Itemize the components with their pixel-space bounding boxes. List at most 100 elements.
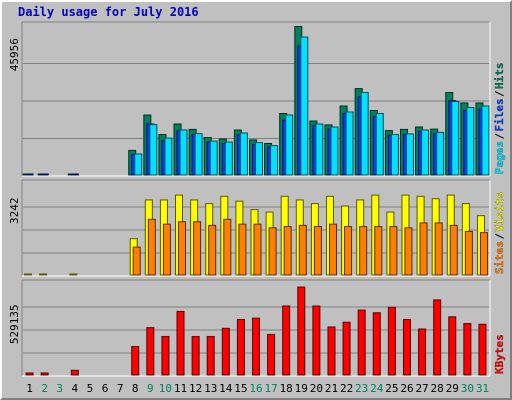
x-tick-label-day-23: 23 xyxy=(355,382,368,395)
bar-kbytes-day-25 xyxy=(387,306,396,376)
bar-pages-day-13 xyxy=(209,140,218,176)
bar-pages-day-20 xyxy=(315,123,324,176)
bar-kbytes-day-18 xyxy=(282,305,291,376)
bar-pages-day-26 xyxy=(405,133,414,176)
bar-sites-day-19 xyxy=(298,224,307,276)
x-tick-label-day-13: 13 xyxy=(204,382,217,395)
bar-kbytes-day-11 xyxy=(176,310,185,376)
x-tick-label-day-16: 16 xyxy=(249,382,262,395)
bar-pages-day-9 xyxy=(149,124,158,176)
bar-pages-day-25 xyxy=(390,134,399,176)
bar-pages-day-24 xyxy=(375,113,384,176)
bar-kbytes-day-16 xyxy=(252,317,260,376)
bar-kbytes-day-21 xyxy=(327,326,336,376)
bar-pages-day-18 xyxy=(285,114,294,176)
bar-sites-day-24 xyxy=(374,226,383,276)
x-tick-label-day-20: 20 xyxy=(310,382,323,395)
x-tick-label-day-29: 29 xyxy=(446,382,459,395)
bar-pages-day-15 xyxy=(239,132,248,176)
legend-pages: Pages xyxy=(493,141,506,174)
bar-kbytes-day-12 xyxy=(191,335,200,376)
bar-sites-day-30 xyxy=(464,230,473,276)
bar-pages-day-12 xyxy=(194,133,203,176)
bar-kbytes-day-27 xyxy=(418,328,427,376)
bar-pages-day-21 xyxy=(330,126,339,176)
x-tick-label-day-3: 3 xyxy=(56,382,63,395)
x-tick-label-day-21: 21 xyxy=(325,382,338,395)
bar-kbytes-day-8 xyxy=(131,346,140,376)
x-tick-label-day-2: 2 xyxy=(41,382,48,395)
bar-kbytes-day-10 xyxy=(161,335,170,376)
x-tick-label-day-12: 12 xyxy=(189,382,202,395)
bar-pages-day-16 xyxy=(255,142,263,176)
bar-kbytes-day-29 xyxy=(448,316,457,376)
bar-pages-day-22 xyxy=(345,111,354,176)
bar-sites-day-12 xyxy=(193,221,202,276)
x-tick-label-day-27: 27 xyxy=(415,382,428,395)
bar-sites-day-28 xyxy=(434,222,443,276)
bar-kbytes-day-13 xyxy=(206,335,215,376)
bar-pages-day-8 xyxy=(134,153,143,176)
bar-sites-day-15 xyxy=(238,223,247,276)
bar-pages-day-11 xyxy=(179,129,188,176)
legend-visits: Visits xyxy=(493,192,506,232)
bar-pages-day-17 xyxy=(270,145,279,176)
x-tick-label-day-9: 9 xyxy=(147,382,154,395)
x-tick-label-day-4: 4 xyxy=(72,382,79,395)
legend-hits: Hits xyxy=(493,63,506,90)
bar-kbytes-day-9 xyxy=(146,327,155,376)
bar-visits-day-2 xyxy=(39,273,48,276)
chart-title: Daily usage for July 2016 xyxy=(18,5,199,19)
x-tick-label-day-18: 18 xyxy=(280,382,293,395)
y-tick-label: 45956 xyxy=(8,38,21,71)
x-tick-label-day-22: 22 xyxy=(340,382,353,395)
y-tick-label: 529135 xyxy=(8,304,21,344)
legend-files: Files xyxy=(493,98,506,131)
bar-kbytes-day-28 xyxy=(433,299,442,376)
bar-kbytes-day-24 xyxy=(372,312,381,376)
x-tick-label-day-10: 10 xyxy=(159,382,172,395)
bar-files-day-1 xyxy=(25,173,34,176)
bar-kbytes-day-26 xyxy=(402,319,411,376)
x-tick-label-day-28: 28 xyxy=(431,382,444,395)
x-tick-label-day-1: 1 xyxy=(26,382,33,395)
bar-sites-day-18 xyxy=(283,226,292,276)
x-tick-label-day-26: 26 xyxy=(400,382,413,395)
bar-pages-day-31 xyxy=(481,105,490,176)
bar-files-day-2 xyxy=(40,173,49,176)
bar-sites-day-20 xyxy=(313,226,322,276)
x-tick-label-day-11: 11 xyxy=(174,382,187,395)
x-tick-label-day-5: 5 xyxy=(87,382,94,395)
bar-sites-day-26 xyxy=(404,227,413,276)
bar-pages-day-19 xyxy=(300,36,309,176)
bar-kbytes-day-23 xyxy=(357,309,366,376)
bar-pages-day-14 xyxy=(224,141,233,176)
legend-separator: / xyxy=(493,233,506,240)
x-tick-label-day-30: 30 xyxy=(461,382,474,395)
bar-sites-day-9 xyxy=(147,218,156,276)
bar-sites-day-25 xyxy=(389,226,398,276)
bar-kbytes-day-1 xyxy=(25,372,34,376)
bar-files-day-4 xyxy=(70,173,79,176)
x-tick-label-day-8: 8 xyxy=(132,382,139,395)
bar-pages-day-10 xyxy=(164,137,173,176)
x-tick-label-day-25: 25 xyxy=(385,382,398,395)
bar-kbytes-day-14 xyxy=(221,327,230,376)
bar-pages-day-28 xyxy=(436,131,445,176)
x-tick-label-day-15: 15 xyxy=(234,382,247,395)
x-tick-label-day-6: 6 xyxy=(102,382,109,395)
bar-sites-day-22 xyxy=(344,226,353,276)
legend-separator: / xyxy=(493,90,506,97)
bar-kbytes-day-22 xyxy=(342,321,351,376)
bar-sites-day-13 xyxy=(208,224,217,276)
x-tick-label-day-24: 24 xyxy=(370,382,384,395)
bar-sites-day-14 xyxy=(223,218,232,276)
legend-sites: Sites xyxy=(493,241,506,274)
x-tick-label-day-31: 31 xyxy=(476,382,489,395)
bar-pages-day-23 xyxy=(360,92,369,176)
bar-sites-day-23 xyxy=(359,226,368,276)
bar-visits-day-4 xyxy=(69,273,78,276)
bar-sites-day-10 xyxy=(162,223,171,276)
bar-kbytes-day-17 xyxy=(267,333,276,376)
